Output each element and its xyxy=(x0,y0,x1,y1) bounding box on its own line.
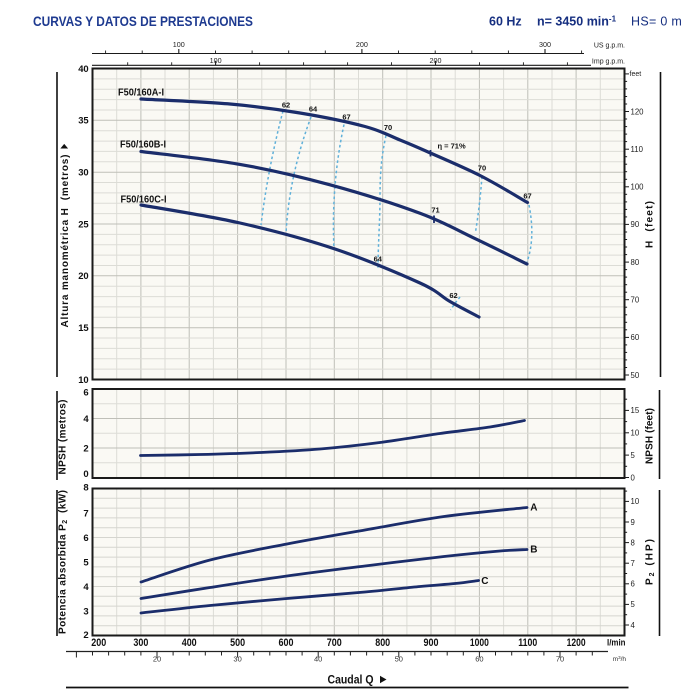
svg-text:30: 30 xyxy=(233,655,241,664)
svg-text:15: 15 xyxy=(631,406,640,415)
svg-text:40: 40 xyxy=(78,64,89,75)
svg-text:9: 9 xyxy=(631,518,635,527)
svg-text:m3/h: m3/h xyxy=(613,655,627,663)
svg-text:30: 30 xyxy=(78,168,89,179)
svg-text:4: 4 xyxy=(83,414,89,425)
svg-text:0: 0 xyxy=(83,469,88,480)
svg-text:CURVAS Y DATOS DE PRESTACIONES: CURVAS Y DATOS DE PRESTACIONES xyxy=(33,13,253,29)
svg-text:Caudal Q: Caudal Q xyxy=(328,674,374,686)
svg-text:7: 7 xyxy=(83,508,88,519)
svg-text:100: 100 xyxy=(173,40,185,49)
svg-text:900: 900 xyxy=(424,637,439,649)
svg-text:25: 25 xyxy=(78,219,89,230)
svg-text:3: 3 xyxy=(83,606,88,617)
svg-text:70: 70 xyxy=(384,123,392,132)
svg-text:70: 70 xyxy=(556,655,564,664)
svg-text:5: 5 xyxy=(631,451,636,460)
svg-text:US g.p.m.: US g.p.m. xyxy=(594,43,625,50)
svg-text:7: 7 xyxy=(631,559,635,568)
svg-text:1200: 1200 xyxy=(567,637,586,649)
svg-text:80: 80 xyxy=(631,258,640,267)
svg-text:feet: feet xyxy=(630,71,642,78)
svg-text:20: 20 xyxy=(78,271,89,282)
svg-text:F50/160A-I: F50/160A-I xyxy=(118,88,164,99)
svg-text:400: 400 xyxy=(182,637,197,649)
svg-text:B: B xyxy=(530,545,537,556)
svg-text:Altura manométrica H (metros): Altura manométrica H (metros) xyxy=(60,155,71,328)
svg-text:10: 10 xyxy=(78,375,89,386)
svg-text:5: 5 xyxy=(631,600,636,609)
svg-text:300: 300 xyxy=(133,637,148,649)
svg-text:300: 300 xyxy=(539,40,551,49)
svg-text:F50/160C-I: F50/160C-I xyxy=(121,195,167,206)
svg-text:6: 6 xyxy=(83,388,88,399)
svg-text:40: 40 xyxy=(314,655,322,664)
svg-text:700: 700 xyxy=(327,637,342,649)
svg-text:500: 500 xyxy=(230,637,245,649)
svg-text:67: 67 xyxy=(342,112,350,121)
svg-text:800: 800 xyxy=(375,637,390,649)
svg-text:NPSH (metros): NPSH (metros) xyxy=(58,400,69,475)
svg-text:6: 6 xyxy=(83,533,88,544)
svg-text:71: 71 xyxy=(431,206,439,215)
svg-text:200: 200 xyxy=(91,637,106,649)
svg-text:600: 600 xyxy=(279,637,294,649)
svg-text:100: 100 xyxy=(210,56,222,65)
svg-text:62: 62 xyxy=(282,100,290,109)
svg-text:NPSH (feet): NPSH (feet) xyxy=(645,408,656,464)
svg-text:A: A xyxy=(530,503,537,514)
svg-text:62: 62 xyxy=(449,291,457,300)
svg-text:60 Hz: 60 Hz xyxy=(489,15,522,29)
svg-text:0: 0 xyxy=(631,473,636,482)
svg-text:60: 60 xyxy=(631,333,640,342)
svg-text:35: 35 xyxy=(78,116,89,127)
svg-text:5: 5 xyxy=(83,557,89,568)
svg-text:1100: 1100 xyxy=(518,637,537,649)
svg-text:2: 2 xyxy=(83,630,88,641)
svg-text:15: 15 xyxy=(78,323,89,334)
svg-text:70: 70 xyxy=(631,296,640,305)
svg-text:n= 3450 min-1: n= 3450 min-1 xyxy=(537,15,617,29)
svg-text:64: 64 xyxy=(309,104,318,113)
svg-text:6: 6 xyxy=(631,580,635,589)
svg-text:10: 10 xyxy=(631,497,640,506)
svg-text:60: 60 xyxy=(475,655,483,664)
svg-text:η = 71%: η = 71% xyxy=(438,142,466,151)
svg-text:C: C xyxy=(481,576,488,587)
svg-text:20: 20 xyxy=(153,655,161,664)
svg-text:1000: 1000 xyxy=(470,637,489,649)
svg-text:HS= 0 m: HS= 0 m xyxy=(631,15,682,29)
svg-text:Imp g.p.m.: Imp g.p.m. xyxy=(592,59,625,66)
svg-text:10: 10 xyxy=(631,429,640,438)
svg-text:4: 4 xyxy=(83,582,89,593)
svg-text:64: 64 xyxy=(374,255,383,264)
svg-text:120: 120 xyxy=(631,107,645,116)
svg-text:8: 8 xyxy=(83,483,88,494)
svg-text:8: 8 xyxy=(631,538,635,547)
svg-text:F50/160B-I: F50/160B-I xyxy=(120,140,166,151)
svg-text:67: 67 xyxy=(523,192,531,201)
svg-text:90: 90 xyxy=(631,220,640,229)
svg-text:H (feet): H (feet) xyxy=(645,201,656,248)
svg-text:70: 70 xyxy=(478,164,486,173)
svg-text:4: 4 xyxy=(631,621,636,630)
svg-text:50: 50 xyxy=(631,371,640,380)
svg-text:l/min: l/min xyxy=(607,638,626,648)
svg-text:100: 100 xyxy=(631,183,645,192)
svg-text:110: 110 xyxy=(631,145,644,154)
svg-text:2: 2 xyxy=(83,443,88,454)
svg-text:200: 200 xyxy=(430,56,442,65)
svg-text:Potencia absorbida P2 (kW): Potencia absorbida P2 (kW) xyxy=(58,490,70,634)
svg-text:200: 200 xyxy=(356,40,368,49)
svg-text:50: 50 xyxy=(395,655,403,664)
